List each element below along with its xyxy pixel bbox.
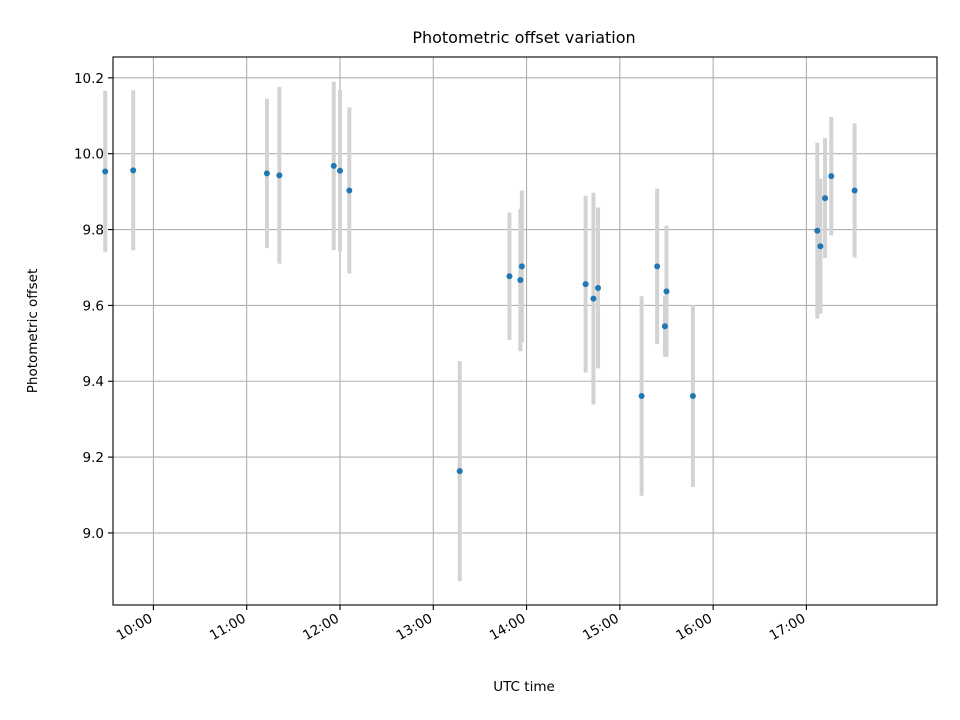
data-point xyxy=(822,195,829,202)
data-point xyxy=(590,295,597,302)
y-axis-label: Photometric offset xyxy=(25,269,41,393)
y-tick-label: 10.2 xyxy=(74,71,104,87)
data-point xyxy=(828,173,835,180)
data-point xyxy=(506,273,513,280)
x-axis-label: UTC time xyxy=(493,679,555,695)
data-point xyxy=(518,263,525,270)
chart-title: Photometric offset variation xyxy=(412,28,635,47)
data-point xyxy=(130,167,137,174)
data-point xyxy=(276,172,283,179)
y-tick-label: 9.0 xyxy=(83,526,104,542)
data-point xyxy=(582,281,589,288)
data-point xyxy=(814,227,821,234)
data-point xyxy=(654,263,661,270)
y-tick-label: 9.2 xyxy=(83,450,104,466)
y-tick-label: 9.8 xyxy=(83,223,104,239)
data-point xyxy=(263,170,270,177)
data-points xyxy=(102,162,858,475)
data-point xyxy=(346,187,353,194)
data-point xyxy=(102,168,109,175)
y-tick-label: 9.4 xyxy=(83,374,104,390)
data-point xyxy=(817,243,824,250)
data-point xyxy=(638,393,645,400)
data-point xyxy=(661,323,668,330)
y-tick-label: 9.6 xyxy=(83,298,104,314)
y-tick-label: 10.0 xyxy=(74,147,104,163)
data-point xyxy=(595,284,602,291)
data-point xyxy=(851,187,858,194)
plot-frame xyxy=(112,56,938,606)
data-point xyxy=(663,288,670,295)
data-point xyxy=(517,276,524,283)
data-point xyxy=(336,167,343,174)
data-point xyxy=(689,393,696,400)
data-point xyxy=(330,162,337,169)
data-point xyxy=(456,468,463,475)
